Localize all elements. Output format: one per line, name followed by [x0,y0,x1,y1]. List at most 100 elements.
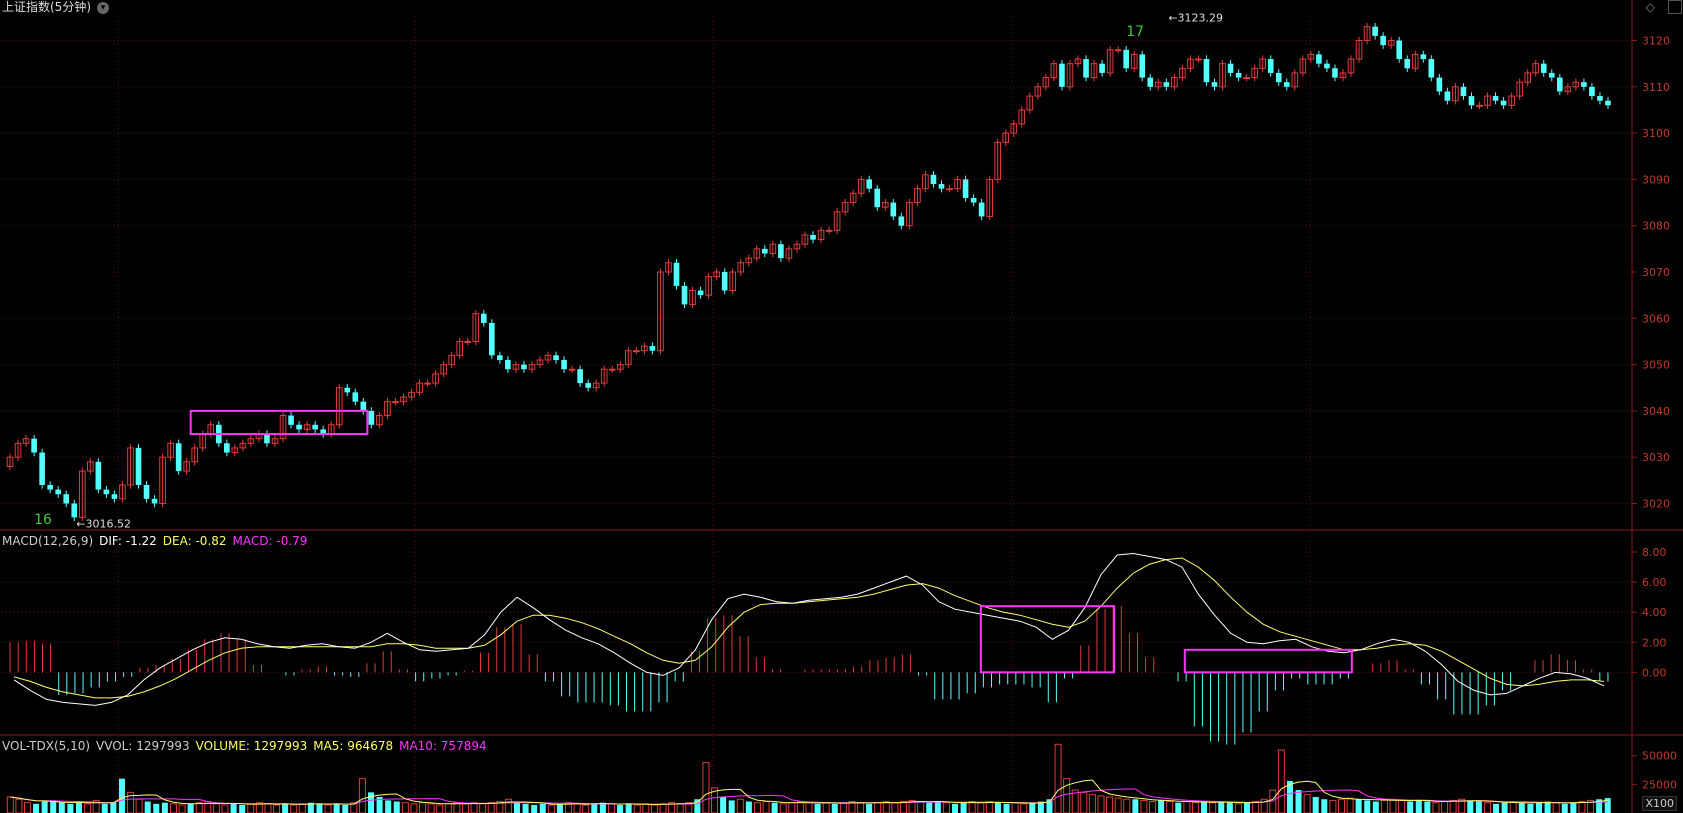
candle-body [1059,63,1065,87]
volume-bar [1552,802,1560,813]
volume-bar [33,803,40,813]
candle-body [528,364,536,370]
price-tick-label: 3080 [1642,220,1670,233]
price-tick-label: 3100 [1642,127,1670,140]
candle-body [689,290,696,305]
candle-body [681,285,688,305]
candle-body [592,382,600,389]
volume-bar [848,801,856,813]
volume-bar [1029,802,1036,813]
volume-bar [1501,802,1508,813]
candle-body [657,271,664,352]
candle-body [296,424,302,430]
candle-body [866,179,873,189]
volume-bar [1243,802,1251,813]
volume-bar [1063,778,1071,813]
price-tick-label: 3050 [1642,359,1670,372]
candle-body [1332,68,1338,78]
candle-body [14,442,22,458]
volume-bar [479,803,487,813]
candle-body [1147,77,1154,87]
dif-line [13,552,1605,706]
candle-body [440,364,447,375]
vvol-value: VVOL: 1297993 [96,739,190,753]
candle-body [745,257,753,264]
diamond-icon[interactable]: ◇ [1645,0,1655,14]
price-tick-label: 3040 [1642,405,1670,418]
candle-body [480,313,487,323]
volume-bar [1346,797,1354,813]
candle-body [143,484,150,499]
volume-bar [144,801,151,813]
volume-bar [1398,799,1406,813]
ma5-line [10,779,1608,806]
candle-body [1436,77,1443,92]
volume-bar [487,802,495,813]
volume-bar [1449,799,1457,813]
candle-body [39,452,45,485]
candle-body [825,229,833,232]
candle-body [432,373,439,384]
candle-body [881,202,889,208]
volume-bar [607,803,615,813]
candle-body [1396,40,1403,60]
candle-body [1219,63,1226,88]
price-tick-label: 3110 [1642,81,1670,94]
candle-body [561,359,567,370]
candle-body [1042,77,1050,88]
candle-body [1171,77,1178,88]
volume-bar [994,802,1001,813]
candle-body [793,243,801,250]
candle-body [1589,86,1595,97]
candle-body [408,391,415,398]
volume-bar [1226,802,1233,813]
volume-tick-label: 25000 [1642,778,1677,791]
volume-bar [1088,794,1096,813]
volume-bar [273,804,281,813]
candle-body [874,188,881,208]
chevron-down-icon[interactable]: ▾ [97,1,109,14]
volume-bar [676,803,684,813]
candle-body [922,174,929,190]
candle-body [1516,81,1523,97]
candle-body [1307,53,1315,60]
volume-bar [187,803,194,813]
candle-body [641,345,648,352]
volume-bar [410,803,418,813]
candle-body [1420,54,1427,60]
volume-bar [135,798,143,813]
candle-body [1355,40,1363,60]
volume-bar [960,802,967,813]
vertical-scrollbar[interactable] [1668,0,1682,14]
volume-bar [1578,801,1586,813]
highlight-box [1183,648,1353,674]
volume-bar [1337,798,1345,813]
volume-bar [110,802,117,813]
candle-body [665,262,672,273]
candle-body [1203,59,1210,83]
volume-bar [1020,803,1028,813]
volume-bar [23,802,31,813]
volume-bar [427,803,435,813]
volume-bar [41,801,48,813]
candle-body [312,424,318,430]
volume-bar [1286,780,1293,813]
candle-body [536,359,544,366]
volume-bar [264,803,272,813]
volume-bar [814,803,821,813]
volume-bar [247,803,255,813]
volume-bar [470,802,478,813]
candle-body [994,141,1002,180]
price-tick-label: 3020 [1642,497,1670,510]
volume-bar [333,803,340,813]
candle-body [159,456,166,504]
candle-body [103,489,110,495]
volume-bar [822,802,830,813]
candle-body [1154,81,1162,88]
volume-bar [547,804,555,813]
candle-body [360,401,367,411]
volume-bar [169,803,177,813]
candle-body [1316,54,1322,64]
volume-bar [796,801,804,813]
